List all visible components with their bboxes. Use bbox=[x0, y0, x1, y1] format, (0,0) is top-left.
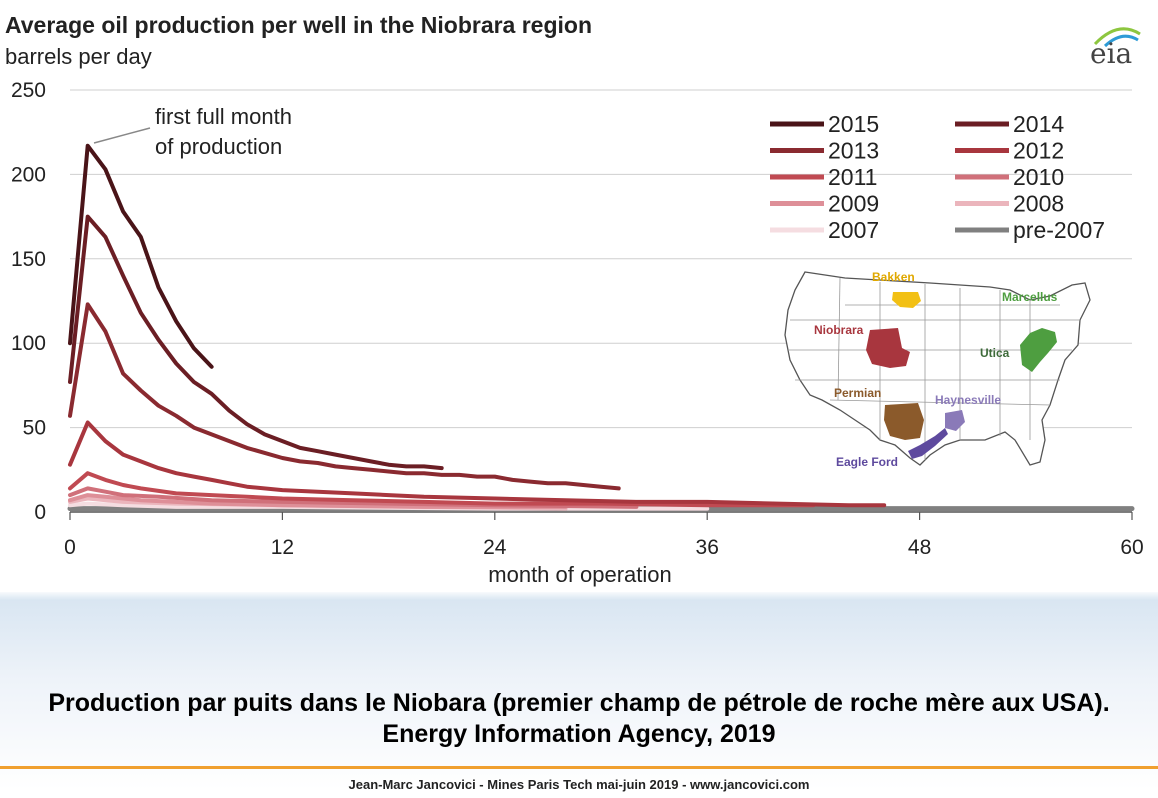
map-label-haynesville: Haynesville bbox=[935, 393, 1001, 407]
map-label-permian: Permian bbox=[834, 386, 881, 400]
annotation-pointer bbox=[93, 127, 151, 144]
eia-logo-arc-inner bbox=[1103, 34, 1139, 48]
y-tick-label-200: 200 bbox=[11, 163, 46, 186]
us-map-inset: Bakken Marcellus Niobrara Utica Permian … bbox=[784, 270, 1091, 469]
legend-label-2008: 2008 bbox=[1013, 191, 1064, 217]
map-label-utica: Utica bbox=[980, 346, 1010, 360]
x-tick-label-36: 36 bbox=[696, 536, 719, 559]
x-tick-label-48: 48 bbox=[908, 536, 931, 559]
series-line-2011 bbox=[68, 471, 816, 508]
grid bbox=[70, 89, 1132, 429]
series-line-2012 bbox=[68, 420, 887, 508]
map-label-niobrara: Niobrara bbox=[814, 323, 864, 337]
annotation-line-1: first full month bbox=[155, 104, 292, 129]
series-line-2009 bbox=[68, 493, 568, 509]
bakken-region bbox=[892, 292, 921, 308]
haynesville-region bbox=[945, 410, 965, 431]
eia-logo-text: eia bbox=[1090, 37, 1132, 70]
legend-label-2015: 2015 bbox=[828, 111, 879, 137]
y-tick-label-50: 50 bbox=[23, 417, 46, 440]
x-tick-label-60: 60 bbox=[1120, 536, 1143, 559]
series-line-2014 bbox=[68, 214, 444, 471]
series-lines bbox=[67, 143, 1135, 512]
y-tick-label-0: 0 bbox=[34, 501, 46, 524]
y-tick-label-150: 150 bbox=[11, 248, 46, 271]
legend-label-2012: 2012 bbox=[1013, 138, 1064, 164]
slide-caption: Production par puits dans le Niobara (pr… bbox=[48, 689, 1110, 748]
series-line-2010 bbox=[68, 486, 639, 509]
legend-label-2014: 2014 bbox=[1013, 111, 1064, 137]
niobrara-region bbox=[866, 328, 910, 368]
map-label-eagle-ford: Eagle Ford bbox=[836, 455, 898, 469]
x-tick-label-12: 12 bbox=[271, 536, 294, 559]
eia-logo: eia bbox=[1090, 27, 1141, 70]
legend-label-2010: 2010 bbox=[1013, 164, 1064, 190]
map-label-marcellus: Marcellus bbox=[1002, 290, 1058, 304]
map-label-bakken: Bakken bbox=[872, 270, 915, 284]
permian-region bbox=[884, 403, 924, 440]
legend-label-2013: 2013 bbox=[828, 138, 879, 164]
series-line-2015 bbox=[68, 143, 214, 369]
chart-title: Average oil production per well in the N… bbox=[5, 12, 592, 38]
legend-label-2011: 2011 bbox=[828, 164, 877, 190]
legend-label-2009: 2009 bbox=[828, 191, 879, 217]
x-tick-label-24: 24 bbox=[483, 536, 507, 559]
legend-label-pre-2007: pre-2007 bbox=[1013, 217, 1105, 243]
chart-svg: Average oil production per well in the N… bbox=[5, 12, 1144, 587]
axes: 0 50 100 150 200 250 0 12 24 36 48 60 bbox=[11, 79, 1144, 559]
legend: 2015 2014 2013 2012 2011 2010 2009 2008 2007 pre-… bbox=[770, 111, 1105, 243]
footer-rule bbox=[0, 766, 1158, 769]
series-line-2013 bbox=[68, 302, 621, 491]
eia-logo-arc bbox=[1093, 27, 1141, 46]
x-axis-label: month of operation bbox=[488, 562, 671, 587]
eagleford-region bbox=[908, 428, 948, 459]
chart-panel: Average oil production per well in the N… bbox=[5, 12, 1144, 587]
marcellus-region bbox=[1020, 328, 1057, 372]
x-tick-label-0: 0 bbox=[64, 536, 76, 559]
annotation: first full month of production bbox=[93, 104, 292, 159]
chart-subtitle: barrels per day bbox=[5, 44, 152, 69]
annotation-text: first full month of production bbox=[155, 104, 292, 159]
y-tick-label-100: 100 bbox=[11, 332, 46, 355]
y-tick-label-250: 250 bbox=[11, 79, 46, 102]
annotation-line-2: of production bbox=[155, 134, 282, 159]
legend-label-2007: 2007 bbox=[828, 217, 879, 243]
slide-footer: Jean-Marc Jancovici - Mines Paris Tech m… bbox=[348, 777, 810, 792]
